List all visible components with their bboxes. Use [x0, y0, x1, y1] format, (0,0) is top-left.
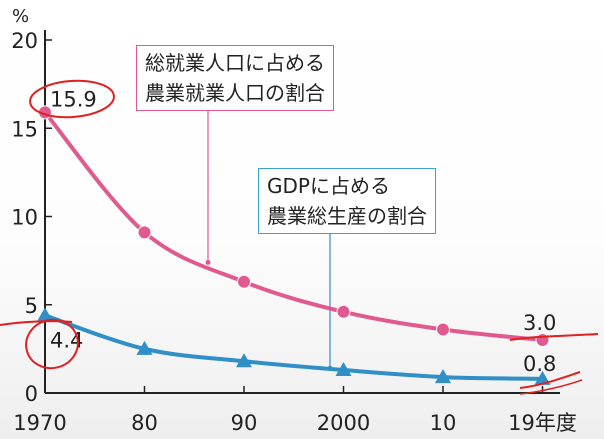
handwritten-underline-0-8 [519, 371, 581, 389]
employment-data-point [237, 274, 251, 289]
handwritten-underline-0-8-b [519, 379, 583, 395]
employment-share-callout: 総就業人口に占める 農業就業人口の割合 [136, 45, 334, 111]
handwritten-stroke-4-4 [0, 320, 73, 326]
gdp-data-point [335, 362, 352, 377]
x-tick-label: 10 [430, 411, 457, 435]
gdp-share-callout: GDPに占める 農業総生産の割合 [258, 168, 436, 234]
handwritten-circle-15-9 [29, 79, 115, 119]
handwritten-underline-3-0 [509, 333, 599, 341]
series-line-gdp [43, 313, 545, 381]
x-tick-label: 19年度 [508, 411, 577, 435]
employment-data-point [535, 333, 550, 348]
series-line-employment [43, 110, 545, 343]
employment-data-point [436, 322, 450, 337]
gdp-data-point [534, 370, 551, 385]
y-tick-label: 0 [25, 382, 38, 406]
employment-callout-leader-dot [205, 259, 211, 265]
x-tick-label: 90 [231, 411, 258, 435]
x-tick-label: 2000 [317, 411, 370, 435]
y-tick-label: 5 [25, 294, 38, 318]
gdp-data-point [37, 307, 53, 322]
employment-callout-line-1: 総就業人口に占める [145, 51, 325, 75]
gdp-data-point [236, 353, 252, 368]
employment-data-point [137, 225, 152, 240]
y-tick-label: 15 [11, 117, 38, 141]
employment-callout-line-2: 農業就業人口の割合 [145, 81, 325, 105]
y-unit-label: % [12, 6, 29, 27]
y-tick-label: 10 [11, 206, 38, 230]
x-tick-label: 80 [131, 411, 158, 435]
employment-data-point [336, 304, 351, 319]
gdp-data-point [435, 369, 451, 384]
employment-last-value-label: 3.0 [523, 311, 556, 335]
gdp-callout-line-1: GDPに占める [267, 174, 390, 198]
gdp-last-value-label: 0.8 [523, 352, 556, 376]
gdp-data-point [136, 340, 153, 355]
handwritten-circle-4-4 [25, 318, 79, 370]
gdp-callout-line-2: 農業総生産の割合 [267, 204, 427, 228]
x-tick-label: 1970 [13, 411, 66, 435]
employment-first-value-label: 15.9 [50, 87, 97, 111]
y-tick-label: 20 [11, 29, 38, 53]
